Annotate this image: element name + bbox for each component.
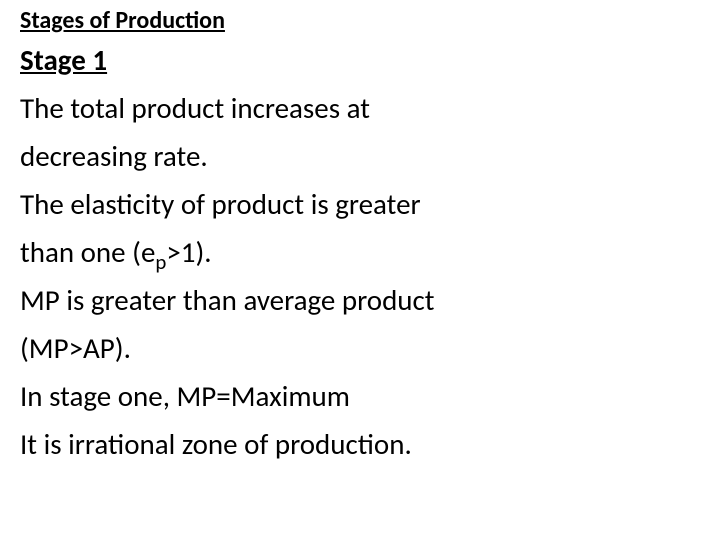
body-text: The total product increases atdecreasing… — [20, 84, 700, 468]
body-line: It is irrational zone of production. — [20, 420, 700, 468]
body-line: than one (ep>1). — [20, 228, 700, 276]
body-line: In stage one, MP=Maximum — [20, 372, 700, 420]
body-line: The elasticity of product is greater — [20, 180, 700, 228]
body-line: decreasing rate. — [20, 132, 700, 180]
slide-page: Stages of Production Stage 1 The total p… — [0, 0, 720, 540]
stage-heading: Stage 1 — [20, 36, 700, 84]
body-line: (MP>AP). — [20, 324, 700, 372]
body-line: MP is greater than average product — [20, 276, 700, 324]
slide-title: Stages of Production — [20, 6, 700, 36]
body-line: The total product increases at — [20, 84, 700, 132]
